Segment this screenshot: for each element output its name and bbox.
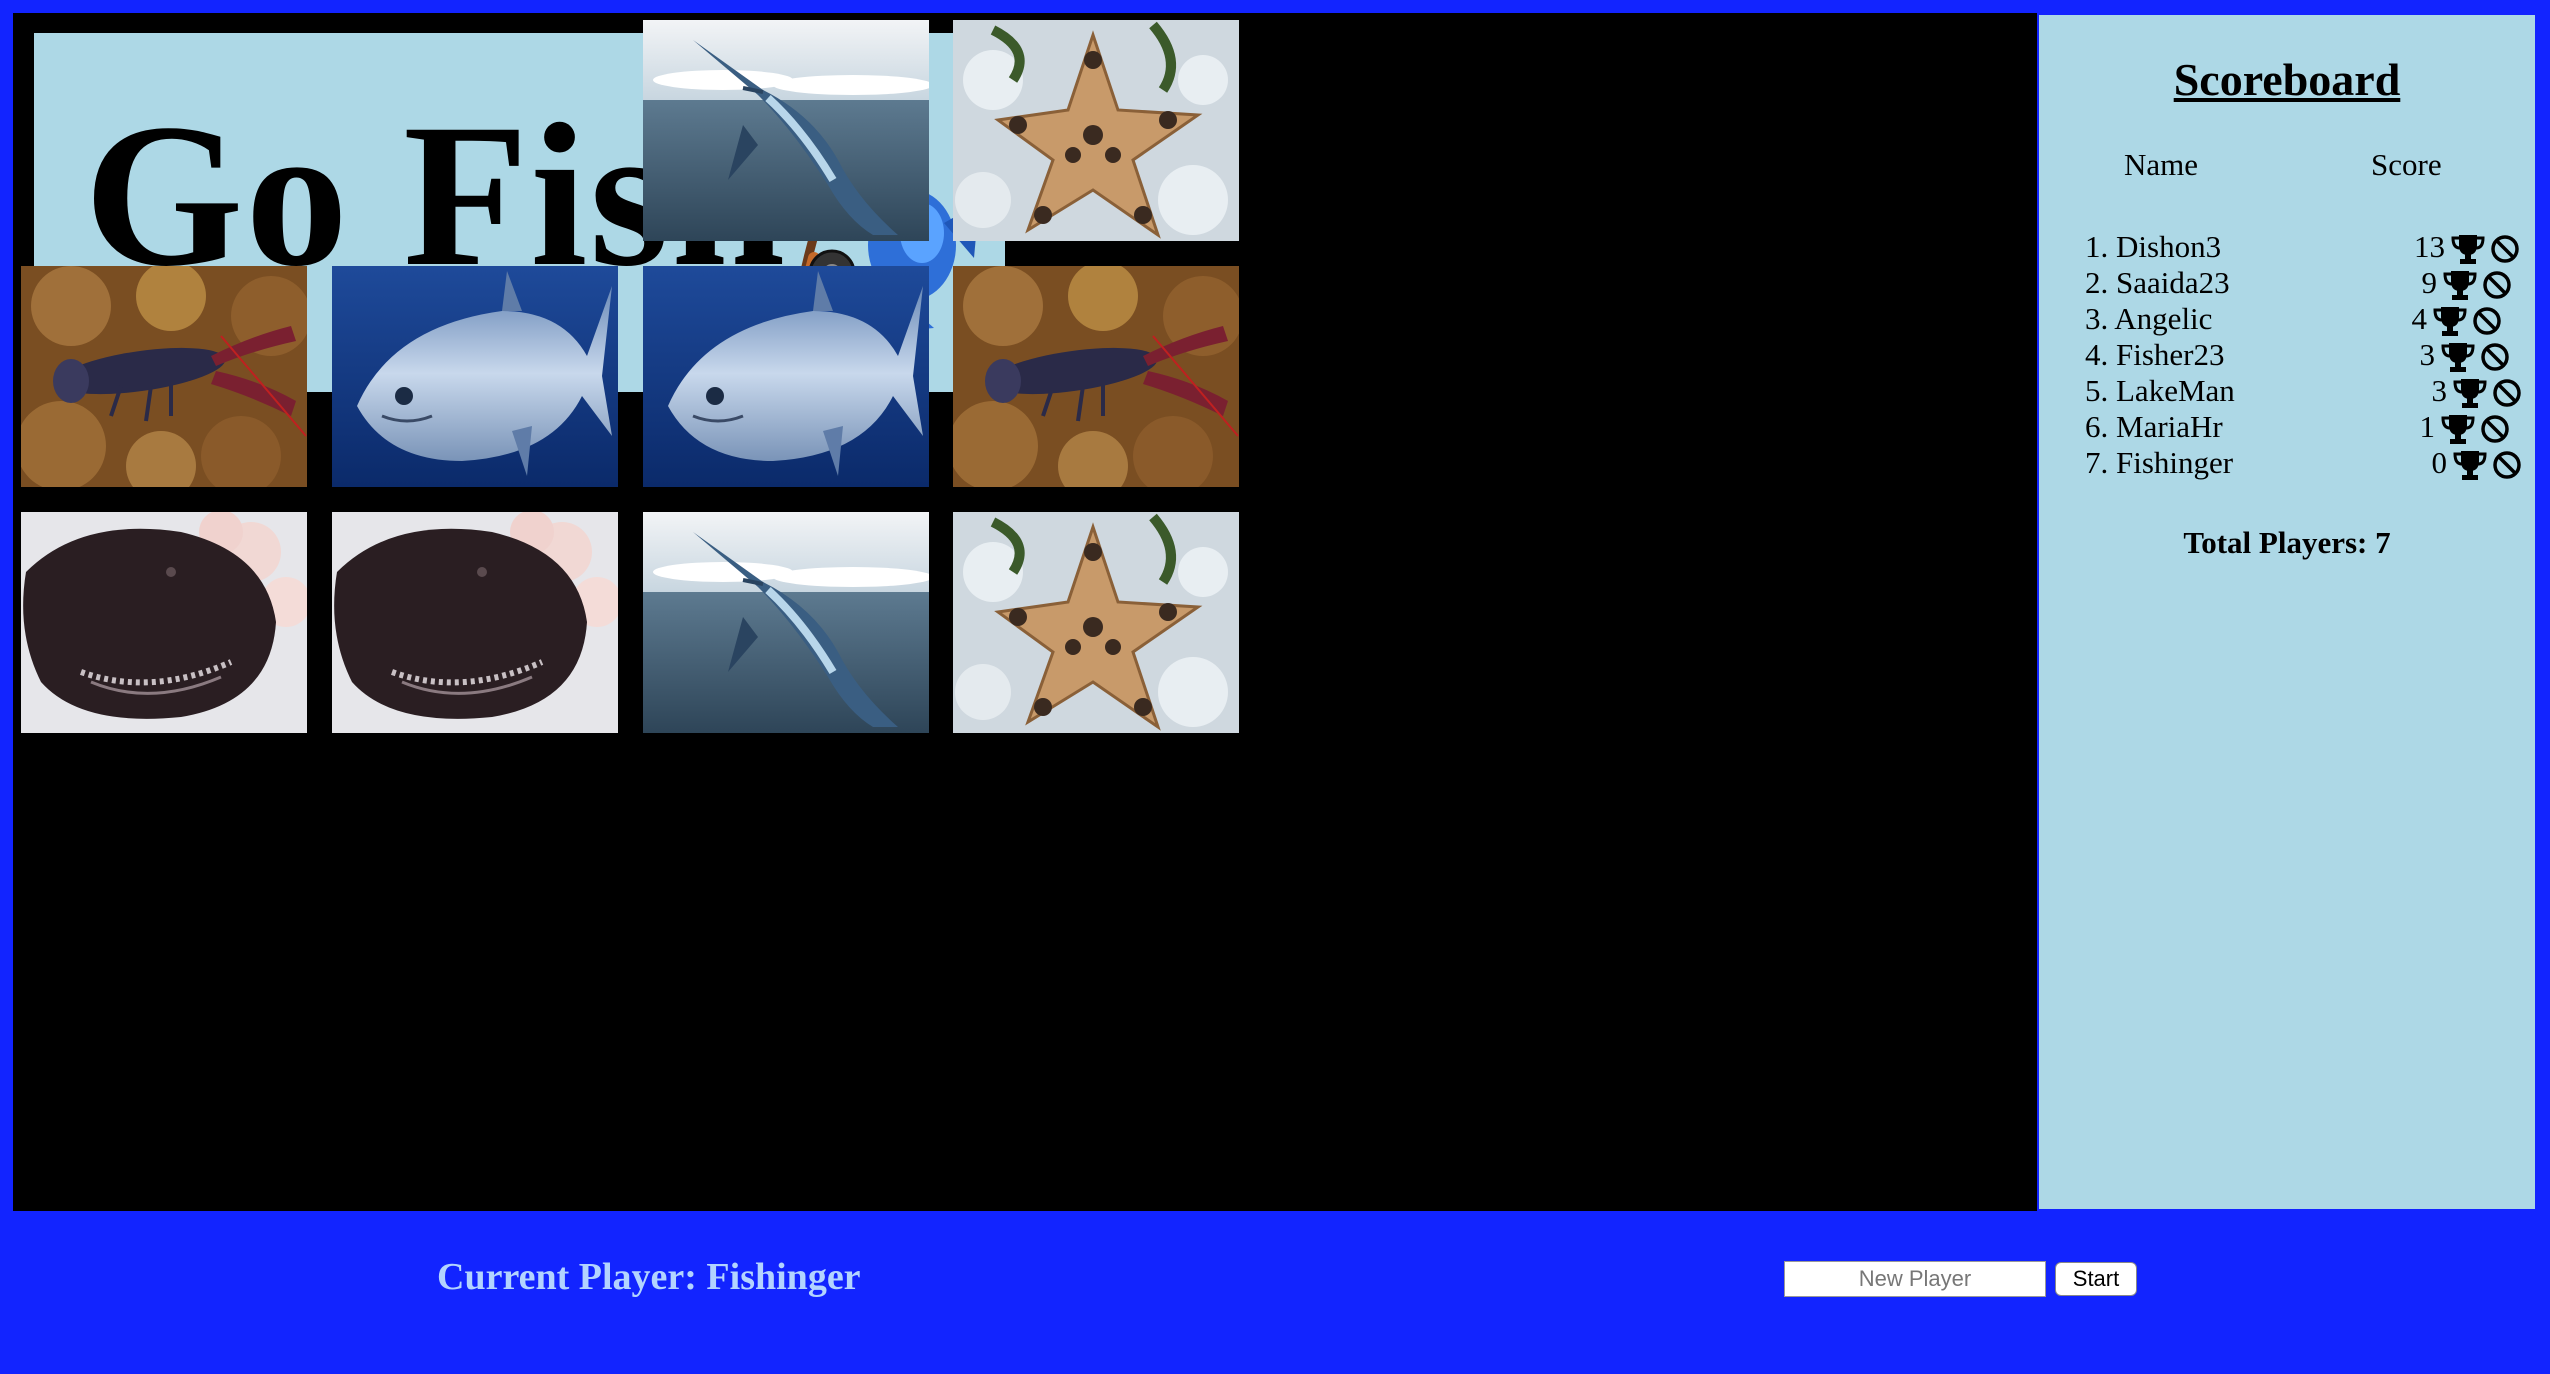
player-score: 3 <box>2419 337 2436 372</box>
row-actions <box>2433 305 2505 337</box>
trophy-icon[interactable] <box>2453 449 2487 481</box>
player-name-text: Saaida23 <box>2116 265 2230 300</box>
scoreboard-row: 4. Fisher23 3 <box>2085 337 2525 373</box>
player-rank: 1. <box>2085 229 2109 264</box>
card-anglerfish[interactable] <box>21 512 307 733</box>
scoreboard-row: 5. LakeMan 3 <box>2085 373 2525 409</box>
scoreboard-row: 2. Saaida23 9 <box>2085 265 2525 301</box>
card-lobster[interactable] <box>21 266 307 487</box>
card-tuna[interactable] <box>332 266 618 487</box>
trophy-icon[interactable] <box>2453 377 2487 409</box>
card-starfish[interactable] <box>953 512 1239 733</box>
player-name: 4. Fisher23 <box>2085 337 2225 373</box>
player-score: 13 <box>2414 229 2445 264</box>
trophy-icon[interactable] <box>2441 341 2475 373</box>
player-score: 0 <box>2431 445 2448 480</box>
player-name: 1. Dishon3 <box>2085 229 2221 265</box>
player-name-text: MariaHr <box>2116 409 2223 444</box>
player-name-text: LakeMan <box>2116 373 2235 408</box>
prohibited-icon[interactable] <box>2481 269 2515 301</box>
scoreboard-panel: Scoreboard Name Score 1. Dishon3 13 2. Saa… <box>2037 13 2537 1211</box>
row-actions <box>2453 449 2525 481</box>
row-actions <box>2443 269 2515 301</box>
player-name: 7. Fishinger <box>2085 445 2233 481</box>
scoreboard-row: 3. Angelic 4 <box>2085 301 2525 337</box>
scoreboard-row: 1. Dishon3 13 <box>2085 229 2525 265</box>
score-column-header: Score <box>2371 147 2442 182</box>
scoreboard-row: 7. Fishinger 0 <box>2085 445 2525 481</box>
card-anglerfish[interactable] <box>332 512 618 733</box>
prohibited-icon[interactable] <box>2491 449 2525 481</box>
scoreboard-row: 6. MariaHr 1 <box>2085 409 2525 445</box>
prohibited-icon[interactable] <box>2491 377 2525 409</box>
scoreboard-title: Scoreboard <box>2173 54 2401 105</box>
name-column-header: Name <box>2124 147 2199 182</box>
current-player-label: Current Player: Fishinger <box>437 1256 861 1298</box>
trophy-icon[interactable] <box>2451 233 2485 265</box>
player-name-text: Angelic <box>2114 301 2213 336</box>
prohibited-icon[interactable] <box>2479 413 2513 445</box>
card-marlin[interactable] <box>643 20 929 241</box>
player-rank: 2. <box>2085 265 2109 300</box>
trophy-icon[interactable] <box>2443 269 2477 301</box>
trophy-icon[interactable] <box>2441 413 2475 445</box>
player-score: 1 <box>2419 409 2436 444</box>
card-tuna[interactable] <box>643 266 929 487</box>
player-name-text: Fisher23 <box>2116 337 2225 372</box>
game-board: Go Fish <box>13 13 2037 1211</box>
player-rank: 7. <box>2085 445 2109 480</box>
new-player-input[interactable] <box>1784 1261 2046 1297</box>
row-actions <box>2453 377 2525 409</box>
prohibited-icon[interactable] <box>2479 341 2513 373</box>
row-actions <box>2451 233 2523 265</box>
player-rank: 5. <box>2085 373 2109 408</box>
player-score: 9 <box>2421 265 2438 300</box>
prohibited-icon[interactable] <box>2471 305 2505 337</box>
card-marlin[interactable] <box>643 512 929 733</box>
player-score: 3 <box>2431 373 2448 408</box>
card-lobster[interactable] <box>953 266 1239 487</box>
trophy-icon[interactable] <box>2433 305 2467 337</box>
player-name: 6. MariaHr <box>2085 409 2223 445</box>
total-players: Total Players: 7 <box>2183 525 2391 560</box>
prohibited-icon[interactable] <box>2489 233 2523 265</box>
player-name: 5. LakeMan <box>2085 373 2235 409</box>
start-button[interactable]: Start <box>2055 1262 2137 1296</box>
card-starfish[interactable] <box>953 20 1239 241</box>
player-name-text: Fishinger <box>2116 445 2234 480</box>
player-score: 4 <box>2411 301 2428 336</box>
player-name: 3. Angelic <box>2085 301 2212 337</box>
player-rank: 6. <box>2085 409 2109 444</box>
player-rank: 4. <box>2085 337 2109 372</box>
player-name-text: Dishon3 <box>2116 229 2222 264</box>
player-rank: 3. <box>2085 301 2109 336</box>
row-actions <box>2441 413 2513 445</box>
player-name: 2. Saaida23 <box>2085 265 2230 301</box>
row-actions <box>2441 341 2513 373</box>
